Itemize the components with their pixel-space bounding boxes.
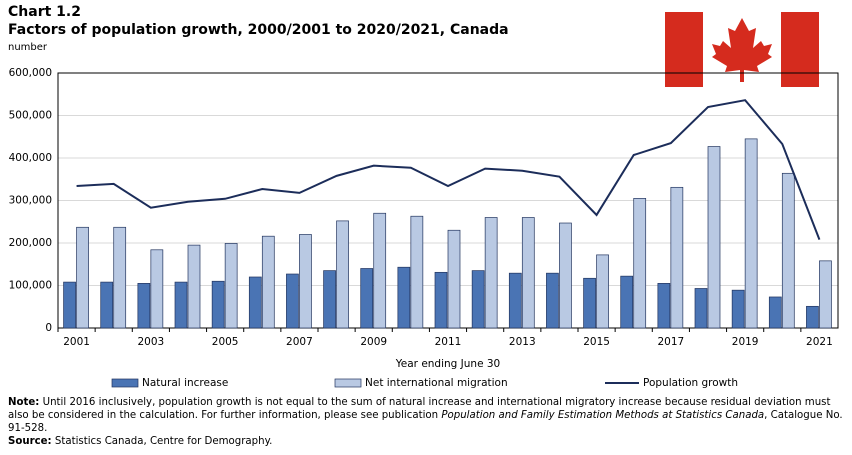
legend-label: Natural increase (142, 377, 228, 389)
bar (521, 217, 535, 329)
bar (559, 222, 572, 329)
bar (137, 283, 151, 329)
bar (583, 277, 596, 329)
line (76, 99, 821, 240)
bar (768, 296, 782, 329)
bar (434, 271, 448, 329)
x-tick-label: 2011 (435, 336, 462, 348)
bar (286, 273, 299, 329)
bar (211, 280, 225, 329)
x-tick-label: 2001 (63, 336, 90, 348)
bar (410, 215, 424, 329)
source-text: Statistics Canada, Centre for Demography… (54, 436, 273, 447)
x-tick-label: 2021 (806, 336, 833, 348)
bar (248, 276, 262, 329)
maple-leaf (712, 18, 772, 82)
bar (187, 244, 201, 329)
bar (63, 281, 76, 329)
bar (546, 272, 559, 329)
x-tick-label: 2015 (583, 336, 610, 348)
footnotes: Note: Until 2016 inclusively, population… (8, 396, 846, 448)
bar (397, 266, 411, 329)
bar (657, 283, 671, 329)
chart-label: Chart 1.2 (8, 4, 81, 20)
y-axis-title: number (8, 42, 48, 53)
x-tick-label: 2003 (137, 336, 164, 348)
bar (484, 217, 498, 329)
y-tick-label: 100,000 (9, 280, 52, 292)
bar (76, 226, 89, 329)
bar (781, 172, 795, 329)
bar (447, 229, 461, 329)
x-tick-label: 2013 (509, 336, 536, 348)
flag (665, 12, 819, 87)
bar (261, 235, 275, 329)
note-text: Until 2016 inclusively, population growt… (8, 397, 831, 421)
bar (707, 146, 721, 329)
y-tick-label: 300,000 (9, 195, 52, 207)
bar (806, 305, 819, 329)
chart-title: Factors of population growth, 2000/2001 … (8, 22, 509, 38)
bar (373, 212, 387, 329)
y-tick-label: 500,000 (9, 110, 52, 122)
y-tick-label: 400,000 (9, 152, 52, 164)
bar (336, 220, 349, 329)
note-publication: Population and Family Estimation Methods… (441, 410, 765, 421)
flag-band (781, 12, 819, 87)
bar (100, 281, 114, 329)
bar (174, 281, 188, 329)
bar (744, 138, 758, 329)
x-tick-label: 2017 (657, 336, 684, 348)
legend-label: Population growth (643, 377, 738, 389)
bar (113, 226, 127, 329)
x-tick-label: 2019 (732, 336, 759, 348)
bar (360, 268, 374, 329)
bar (323, 270, 336, 329)
flag-band (665, 12, 703, 87)
legend-label: Net international migration (365, 377, 508, 389)
source-label: Source: (8, 436, 52, 447)
x-tick-label: 2005 (212, 336, 239, 348)
bar (731, 289, 745, 329)
bar (819, 260, 832, 329)
y-tick-label: 200,000 (9, 237, 52, 249)
y-tick-label: 0 (45, 322, 52, 334)
bar (633, 198, 647, 329)
note-text: , Catalogue No. 91-528. (8, 410, 843, 434)
bar (596, 254, 609, 329)
y-tick-label: 600,000 (9, 67, 52, 79)
legend-swatch (111, 378, 139, 388)
bar (224, 243, 238, 329)
x-tick-label: 2007 (286, 336, 313, 348)
legend-swatch (334, 378, 362, 388)
x-axis-title: Year ending June 30 (395, 358, 501, 370)
bar (508, 272, 522, 329)
bar (620, 275, 634, 329)
note: Note: Until 2016 inclusively, population… (8, 396, 846, 435)
bar (670, 186, 684, 329)
bar (694, 288, 708, 329)
bar (471, 270, 485, 329)
bar (150, 249, 164, 329)
x-tick-label: 2009 (360, 336, 387, 348)
note-label: Note: (8, 397, 40, 408)
source: Source: Statistics Canada, Centre for De… (8, 435, 846, 448)
bar (299, 234, 312, 329)
